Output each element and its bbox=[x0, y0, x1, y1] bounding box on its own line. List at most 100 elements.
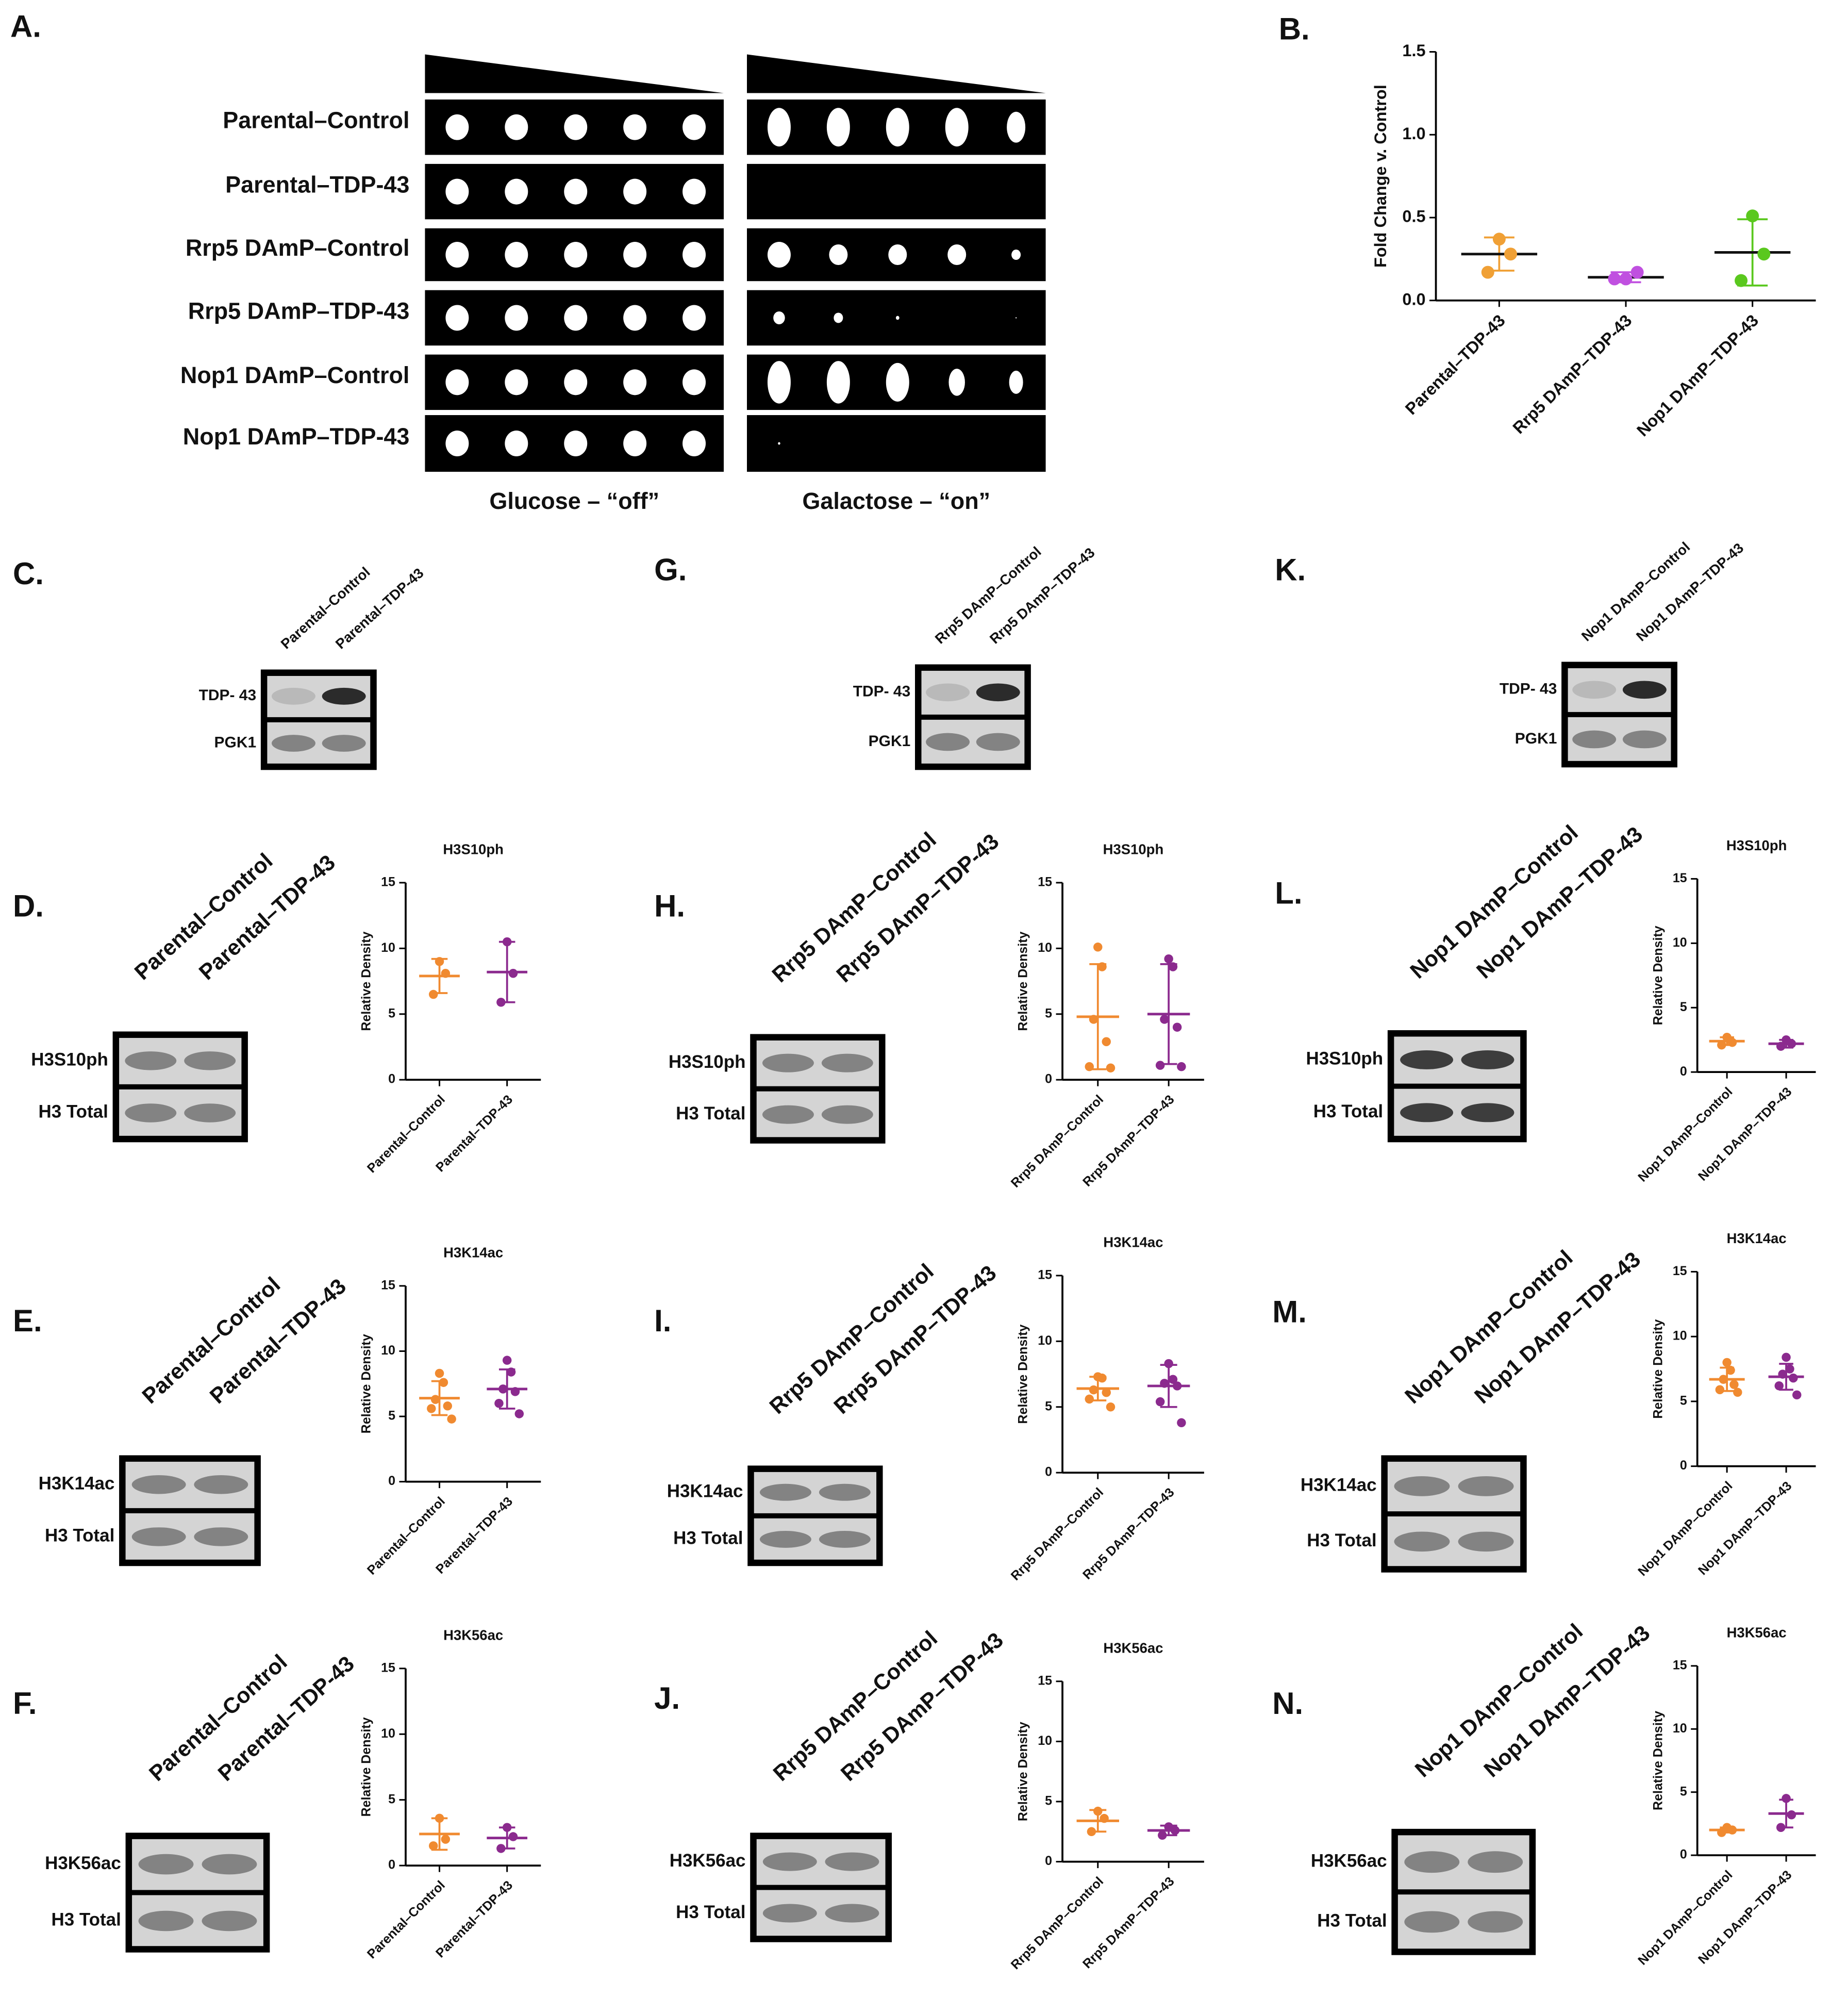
panel-letter: M. bbox=[1272, 1295, 1307, 1329]
yeast-spot bbox=[682, 114, 706, 140]
data-point bbox=[1164, 954, 1173, 964]
blot-band bbox=[762, 1852, 817, 1871]
yeast-spot bbox=[505, 114, 528, 140]
y-tick-label: 10 bbox=[381, 1343, 395, 1358]
yeast-spot bbox=[888, 244, 907, 266]
blot-band bbox=[976, 733, 1020, 751]
data-point bbox=[1481, 266, 1494, 279]
y-tick-label: 1.0 bbox=[1402, 124, 1425, 143]
data-point bbox=[1164, 1359, 1173, 1368]
blot-band bbox=[125, 1103, 177, 1122]
band-label: H3 Total bbox=[673, 1528, 743, 1548]
yeast-spot bbox=[445, 114, 469, 140]
y-tick-label: 15 bbox=[1673, 1264, 1687, 1278]
blot-band bbox=[1404, 1911, 1460, 1933]
blot-band bbox=[926, 683, 970, 702]
data-point bbox=[1097, 962, 1107, 971]
blot-band bbox=[1400, 1050, 1454, 1069]
blot-band bbox=[131, 1475, 186, 1494]
y-tick-label: 10 bbox=[1673, 935, 1687, 950]
data-point bbox=[1733, 1388, 1742, 1397]
data-point bbox=[428, 989, 438, 999]
data-point bbox=[506, 1367, 516, 1377]
data-point bbox=[435, 957, 444, 966]
yeast-spot bbox=[445, 431, 469, 456]
blot-band bbox=[759, 1483, 811, 1501]
data-point bbox=[1177, 1418, 1186, 1428]
data-point bbox=[1719, 1375, 1728, 1384]
chart-title: H3K56ac bbox=[443, 1627, 503, 1643]
panel-letter: C. bbox=[13, 556, 44, 591]
data-point bbox=[1729, 1380, 1739, 1389]
band-label: H3S10ph bbox=[669, 1052, 746, 1072]
blot-band bbox=[1622, 681, 1667, 699]
chart-title: H3S10ph bbox=[443, 841, 504, 857]
panel-letter: F. bbox=[13, 1686, 37, 1721]
y-tick-label: 1.5 bbox=[1402, 41, 1425, 60]
yeast-spot bbox=[767, 242, 791, 268]
condition-label: Glucose – “off” bbox=[489, 488, 659, 514]
data-point bbox=[1172, 1022, 1182, 1032]
yeast-spot bbox=[1009, 370, 1023, 394]
y-tick-label: 5 bbox=[1680, 1000, 1687, 1014]
panel-letter: H. bbox=[654, 889, 685, 923]
data-point bbox=[1735, 274, 1748, 287]
y-axis-label: Relative Density bbox=[1016, 1722, 1030, 1821]
chart-title: H3K56ac bbox=[1727, 1625, 1787, 1641]
dilution-wedge bbox=[425, 54, 724, 93]
blot-band bbox=[1458, 1476, 1514, 1496]
blot-band bbox=[825, 1852, 879, 1871]
yeast-spot bbox=[682, 178, 706, 205]
y-tick-label: 10 bbox=[381, 940, 395, 955]
yeast-spot bbox=[1007, 111, 1026, 143]
yeast-spot bbox=[564, 305, 588, 331]
data-point bbox=[494, 1398, 504, 1408]
blot-band bbox=[1572, 681, 1617, 699]
y-tick-label: 15 bbox=[1673, 871, 1687, 885]
data-point bbox=[1089, 1385, 1098, 1395]
y-tick-label: 0 bbox=[388, 1072, 395, 1086]
yeast-spot bbox=[623, 178, 647, 205]
data-point bbox=[510, 1387, 520, 1396]
blot-band bbox=[1404, 1851, 1460, 1873]
data-point bbox=[1787, 1039, 1796, 1048]
band-label: H3K56ac bbox=[670, 1851, 746, 1871]
blot-band bbox=[819, 1483, 871, 1501]
panel-letter: E. bbox=[13, 1303, 42, 1338]
y-tick-label: 5 bbox=[388, 1792, 395, 1806]
y-axis-label: Relative Density bbox=[1651, 926, 1665, 1025]
data-point bbox=[1155, 1397, 1165, 1407]
blot-band bbox=[202, 1910, 257, 1932]
blot-band bbox=[1468, 1911, 1523, 1933]
data-point bbox=[1168, 962, 1178, 971]
panel-letter: G. bbox=[654, 553, 687, 587]
row-label: Rrp5 DAmP–Control bbox=[186, 235, 410, 261]
blot-band bbox=[138, 1910, 194, 1932]
yeast-spot bbox=[1015, 317, 1017, 319]
y-tick-label: 10 bbox=[381, 1726, 395, 1741]
plate-row bbox=[746, 415, 1046, 472]
data-point bbox=[1727, 1037, 1737, 1047]
data-point bbox=[502, 1356, 512, 1365]
data-point bbox=[1727, 1825, 1737, 1835]
y-axis-label: Relative Density bbox=[359, 931, 374, 1031]
band-label: H3K14ac bbox=[39, 1473, 115, 1493]
yeast-spot bbox=[623, 114, 647, 140]
band-label: H3 Total bbox=[45, 1526, 114, 1546]
data-point bbox=[1778, 1369, 1787, 1379]
band-label: H3 Total bbox=[51, 1910, 121, 1930]
data-point bbox=[1100, 1813, 1109, 1823]
y-tick-label: 0 bbox=[1045, 1854, 1052, 1868]
dilution-wedge bbox=[746, 54, 1046, 93]
data-point bbox=[1093, 943, 1103, 952]
y-tick-label: 15 bbox=[381, 1278, 395, 1292]
blot-band bbox=[762, 1053, 814, 1072]
panel-letter: D. bbox=[13, 889, 44, 923]
y-axis-label: Relative Density bbox=[1016, 931, 1030, 1031]
yeast-spot bbox=[682, 431, 706, 456]
yeast-spot bbox=[947, 244, 967, 266]
data-point bbox=[1102, 1388, 1111, 1397]
y-tick-label: 0 bbox=[388, 1474, 395, 1488]
data-point bbox=[1097, 1373, 1107, 1383]
band-label: H3K56ac bbox=[1311, 1851, 1387, 1871]
